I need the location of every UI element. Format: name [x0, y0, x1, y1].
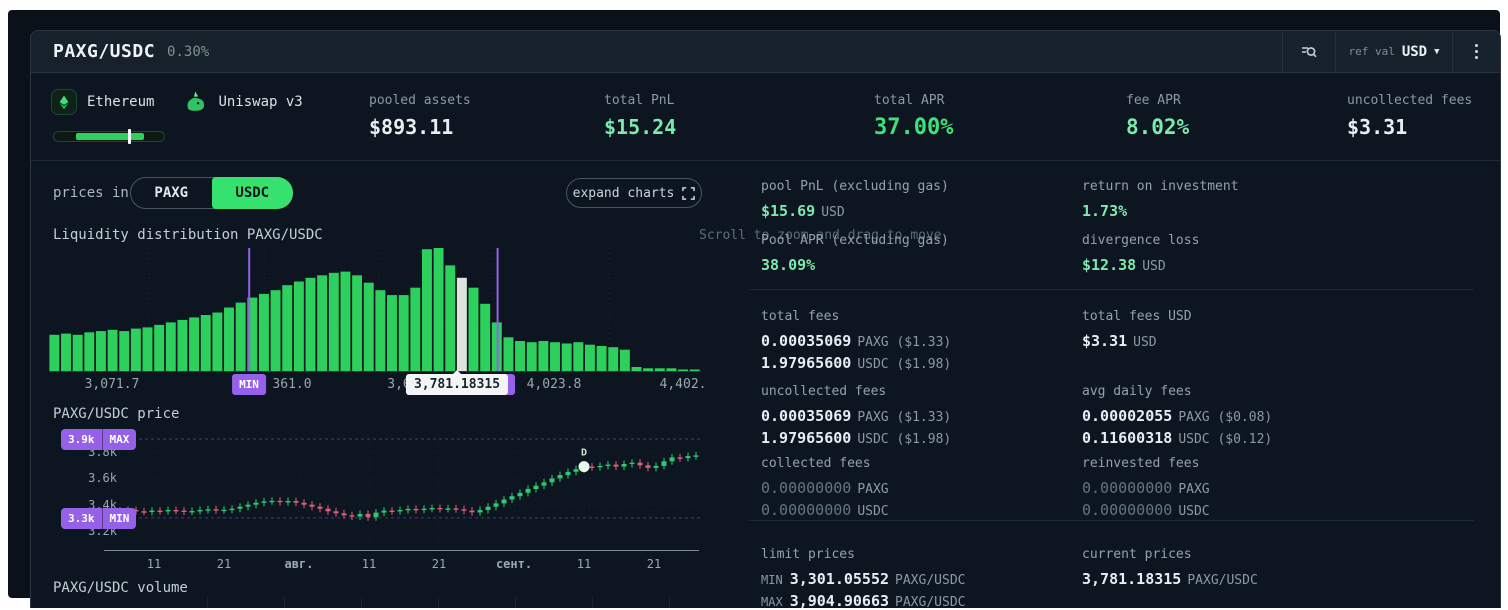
protocol-name: Uniswap v3	[218, 94, 303, 110]
price-max-badge[interactable]: 3.9k MAX	[61, 429, 137, 450]
kebab-icon	[1475, 44, 1478, 47]
liq-axis-tick: 4,023.8	[526, 377, 582, 392]
liquidity-chart[interactable]	[49, 248, 701, 372]
liq-axis-tick: 3,6	[387, 377, 411, 392]
expand-icon	[682, 186, 696, 200]
prices-in-label: prices in	[53, 185, 129, 201]
detail-roi: return on investment 1.73%	[1082, 179, 1239, 220]
stat-uncollected-fees: uncollected fees $3.31	[1347, 93, 1473, 139]
liquidity-chart-title: Liquidity distribution PAXG/USDC	[53, 227, 323, 243]
liq-axis-tick: 3,071.7	[84, 377, 140, 392]
min-range-handle[interactable]: MIN	[232, 374, 266, 395]
detail-avg-daily-fees: avg daily fees 0.00002055 PAXG ($0.08) 0.…	[1082, 384, 1273, 447]
volume-chart[interactable]	[131, 597, 706, 608]
current-price-marker	[127, 129, 131, 144]
page-background: PAXG/USDC 0.30% ref val USD ▼	[8, 10, 1501, 608]
stat-fee-apr: fee APR 8.02%	[1126, 93, 1190, 139]
divider	[749, 289, 1474, 290]
detail-limit-prices: limit prices MIN 3,301.05552 PAXG/USDC MAX…	[761, 547, 966, 608]
kebab-menu-button[interactable]	[1453, 31, 1500, 72]
liquidity-chart-hint: Scroll to zoom and drag to move	[699, 228, 942, 243]
ethereum-icon	[51, 89, 77, 115]
uniswap-icon	[182, 89, 208, 115]
stat-pooled-assets: pooled assets $893.11	[369, 93, 471, 139]
detail-current-prices: current prices 3,781.18315 PAXG/USDC	[1082, 547, 1258, 588]
price-chart[interactable]: D 3.8k 3.6k 3.4k 3.2k 3.9k MAX 3.3k MIN	[49, 429, 701, 551]
liq-axis-tick: 4,402.	[659, 377, 707, 392]
stat-total-apr: total APR 37.00%	[874, 93, 954, 140]
detail-pool-pnl: pool PnL (excluding gas) $15.69 USD	[761, 179, 949, 220]
title-bar: PAXG/USDC 0.30% ref val USD ▼	[31, 31, 1500, 73]
position-card: PAXG/USDC 0.30% ref val USD ▼	[30, 30, 1501, 608]
fee-tier: 0.30%	[167, 43, 210, 60]
ref-val-dropdown[interactable]: ref val USD ▼	[1336, 31, 1452, 72]
price-x-tick: сент.	[495, 557, 533, 571]
divider	[1282, 31, 1283, 72]
chevron-down-icon: ▼	[1434, 46, 1440, 57]
divider	[749, 520, 1474, 521]
search-icon	[1302, 46, 1317, 57]
divider	[31, 160, 1500, 161]
liquidity-chart-axis: 3,071.7361.03,64,023.84,402.MINMAX3,781.…	[49, 370, 706, 399]
search-button[interactable]	[1283, 31, 1335, 72]
detail-total-fees: total fees 0.00035069 PAXG ($1.33) 1.9796…	[761, 309, 952, 372]
price-min-badge[interactable]: 3.3k MIN	[61, 508, 137, 529]
price-unit-toggle: PAXG USDC	[130, 177, 293, 209]
divider	[1452, 31, 1453, 72]
toggle-paxg-button[interactable]: PAXG	[131, 178, 212, 208]
detail-reinvested-fees: reinvested fees 0.00000000 PAXG 0.0000000…	[1082, 456, 1210, 519]
range-indicator-bar	[53, 129, 165, 144]
stat-total-pnl: total PnL $15.24	[604, 93, 677, 139]
price-x-tick: 21	[646, 557, 662, 571]
price-x-tick: авг.	[284, 557, 314, 571]
price-x-tick: 21	[431, 557, 447, 571]
price-chart-x-axis: 11 21 авг. 11 21 сент. 11 21	[49, 557, 701, 573]
chain-name: Ethereum	[87, 94, 155, 110]
divider	[1335, 31, 1336, 72]
detail-total-fees-usd: total fees USD $3.31 USD	[1082, 309, 1192, 350]
detail-uncollected-fees: uncollected fees 0.00035069 PAXG ($1.33) …	[761, 384, 952, 447]
price-x-tick: 21	[216, 557, 232, 571]
header-controls: ref val USD ▼	[1282, 31, 1500, 72]
deposit-marker	[578, 461, 590, 473]
range-fill	[76, 133, 145, 140]
expand-charts-button[interactable]: expand charts	[566, 178, 702, 208]
toggle-usdc-button[interactable]: USDC	[211, 177, 293, 209]
detail-divergence-loss: divergence loss $12.38 USD	[1082, 233, 1200, 274]
current-price-tooltip: 3,781.18315	[405, 370, 509, 395]
liq-axis-tick: 361.0	[272, 377, 312, 392]
volume-chart-title: PAXG/USDC volume	[53, 580, 188, 596]
price-x-tick: 11	[361, 557, 377, 571]
detail-collected-fees: collected fees 0.00000000 PAXG 0.00000000…	[761, 456, 889, 519]
svg-text:D: D	[581, 448, 587, 459]
price-x-tick: 11	[576, 557, 592, 571]
chain-protocol-row: Ethereum Uniswap v3	[51, 89, 321, 115]
price-x-tick: 11	[146, 557, 162, 571]
price-chart-title: PAXG/USDC price	[53, 406, 180, 422]
pair-title: PAXG/USDC	[53, 41, 156, 62]
price-y-tick: 3.6k	[88, 471, 117, 485]
detail-pool-apr: Pool APR (excluding gas) 38.09%	[761, 233, 949, 274]
